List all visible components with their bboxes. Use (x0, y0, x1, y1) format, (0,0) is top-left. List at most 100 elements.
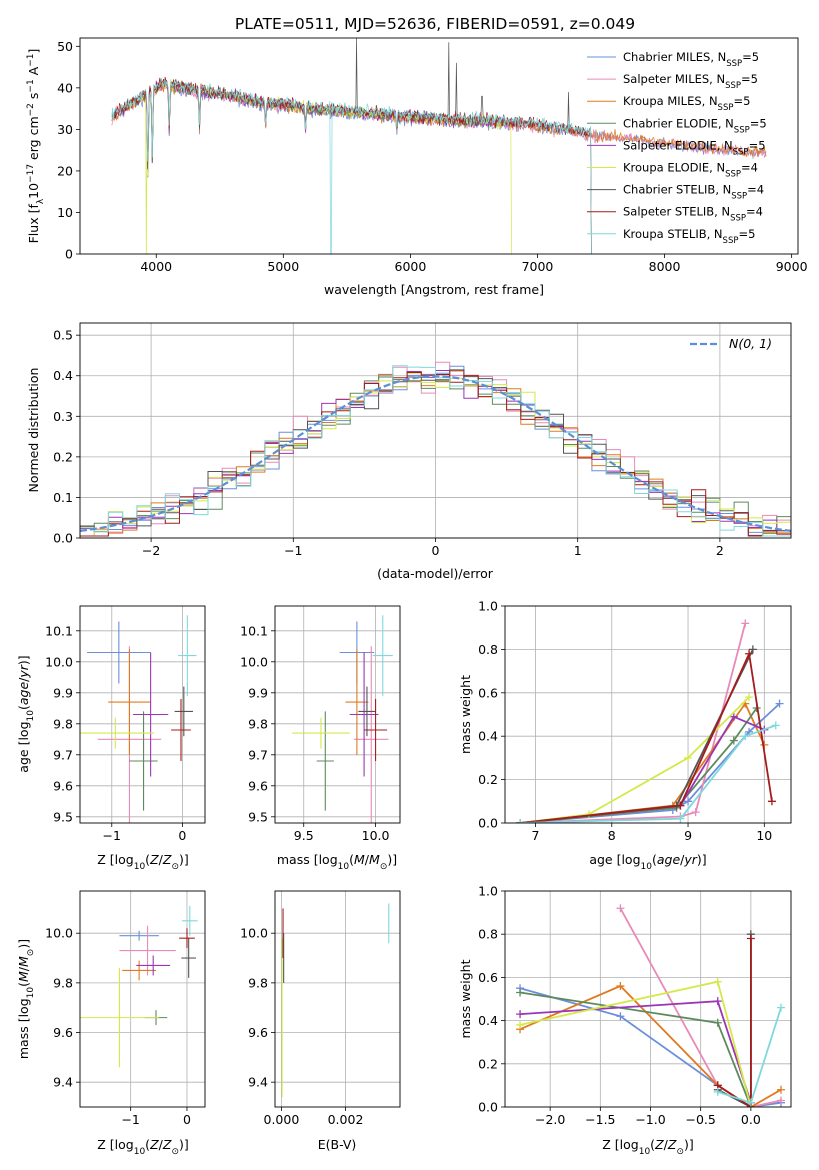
legend-sub: SSP (723, 236, 739, 246)
y-tick-label: 50 (57, 39, 73, 54)
y-axis-label: Normed distribution (26, 368, 41, 493)
y-tick-label: 30 (57, 122, 73, 137)
label-part: M (16, 956, 31, 967)
age-vs-mass-panel: 9.5 10.0 9.5 9.6 9.7 9.8 9.9 10.0 10.1 mass [log1… (240, 605, 401, 872)
y-tick-label: 0.6 (478, 970, 498, 985)
y-tick-label: 0.2 (478, 1056, 498, 1071)
label-part: )] (387, 852, 397, 867)
weight-marker (713, 1018, 722, 1027)
label-part: age (16, 682, 31, 706)
weight-line-salpeter-stelib (520, 650, 773, 823)
y-tick-label: 9.4 (248, 1075, 268, 1090)
legend-tail: =5 (750, 116, 767, 130)
spectrum-line-kroupa-stelib (111, 77, 592, 254)
weight-marker (741, 732, 750, 741)
label-part: / (365, 852, 370, 867)
label-part: ( (349, 852, 354, 867)
plot-area (80, 905, 198, 1068)
plot-area (292, 615, 393, 823)
spectrum-line-chabrier-stelib (111, 38, 592, 254)
legend-sub: SSP (730, 214, 746, 224)
label-part: / (159, 1137, 164, 1152)
plot-area (281, 903, 390, 1098)
label-part: mass [log (16, 998, 31, 1059)
label-part: 10 (134, 862, 146, 872)
label-part: age [log (16, 721, 31, 772)
label-part: M (354, 852, 365, 867)
y-tick-label: 1.0 (478, 884, 498, 899)
label-part: Z (149, 1137, 159, 1152)
weight-marker (516, 988, 525, 997)
label-part: M (16, 971, 31, 982)
label-part: ⊙ (380, 862, 388, 872)
x-axis-label: wavelength [Angstrom, rest frame] (324, 282, 544, 297)
y-tick-label: 9.8 (53, 716, 73, 731)
label-part: ( (145, 1137, 150, 1152)
x-tick-label: 7000 (522, 259, 554, 274)
label-part: Z [log (97, 852, 133, 867)
age-vs-metallicity-panel: −1 09.59.69.79.89.910.010.1Z [log10(Z/Z⊙)… (16, 605, 206, 872)
weight-line-kroupa-stelib (520, 724, 777, 823)
x-tick-label: 1 (574, 543, 582, 558)
legend-main: Salpeter STELIB, N (623, 205, 730, 219)
label-part: −1 (26, 79, 36, 92)
histogram-kroupa-stelib (80, 365, 791, 537)
x-axis-label: age [log10(age/yr)] (589, 852, 706, 872)
y-tick-label: 9.7 (53, 747, 73, 762)
legend-tail: =5 (749, 138, 766, 152)
y-tick-label: 9.6 (53, 778, 73, 793)
weight-line-salpeter-elodie (520, 715, 765, 823)
y-tick-label: 0.4 (53, 368, 73, 383)
legend-sub: SSP (731, 192, 747, 202)
legend-tail: =4 (741, 161, 758, 175)
legend-sub: SSP (718, 103, 734, 113)
label-part: −2 (26, 103, 36, 116)
weight-marker (516, 819, 525, 823)
plot-area (516, 619, 784, 823)
plot-area (80, 361, 791, 537)
y-tick-label: 0.0 (53, 531, 73, 546)
x-axis-label: (data-model)/error (377, 566, 494, 581)
weight-marker (767, 797, 776, 806)
x-tick-label: −1.5 (585, 1112, 615, 1127)
label-part: s (26, 93, 41, 104)
label-part: )] (16, 655, 31, 665)
weight-vs-metallicity-panel: −2.0 −1.5 −1.0 −0.5 0.0 0.0 0.2 0.4 0.6 0.8 1.0 mas… (458, 884, 792, 1157)
y-tick-label: 20 (57, 163, 73, 178)
x-tick-label: 9 (684, 828, 692, 843)
legend-entry: Salpeter ELODIE, NSSP=5 (623, 138, 766, 157)
y-tick-label: 9.8 (248, 716, 268, 731)
weight-line-kroupa-stelib (717, 1007, 782, 1104)
label-part: / (16, 677, 31, 682)
y-axis-label: mass weight (458, 675, 473, 754)
label-part: A (26, 66, 41, 79)
x-tick-label: −1.0 (635, 1112, 665, 1127)
y-tick-label: 9.8 (248, 975, 268, 990)
legend-entry: Kroupa STELIB, NSSP=5 (623, 227, 755, 246)
y-tick-label: 9.6 (248, 778, 268, 793)
label-part: Z (149, 852, 159, 867)
weight-line-salpeter-miles (520, 623, 747, 823)
x-axis-label: mass [log10(M/M⊙)] (277, 852, 397, 872)
label-part: )] (179, 1137, 189, 1152)
y-tick-label: 9.7 (248, 747, 268, 762)
y-tick-label: 9.5 (248, 809, 268, 824)
spectrum-line-chabrier-elodie (117, 79, 512, 178)
x-tick-label: 0.000 (264, 1112, 300, 1127)
label-part: −17 (26, 164, 36, 183)
y-tick-label: 0.1 (53, 490, 73, 505)
y-tick-label: 9.5 (53, 809, 73, 824)
weight-marker (713, 997, 722, 1006)
x-tick-label: 9000 (776, 259, 808, 274)
weight-marker (516, 1010, 525, 1019)
x-tick-label: 0.0 (741, 1112, 761, 1127)
label-part: 10 (338, 862, 350, 872)
label-part: Z [log (602, 1137, 638, 1152)
weight-line-kroupa-miles (520, 701, 766, 823)
x-tick-label: −1 (121, 1112, 139, 1127)
y-tick-label: 10.0 (240, 654, 268, 669)
label-part: mass [log (277, 852, 338, 867)
y-tick-label: 9.9 (248, 685, 268, 700)
label-part: 10 (26, 710, 36, 722)
weight-marker (776, 1003, 785, 1012)
